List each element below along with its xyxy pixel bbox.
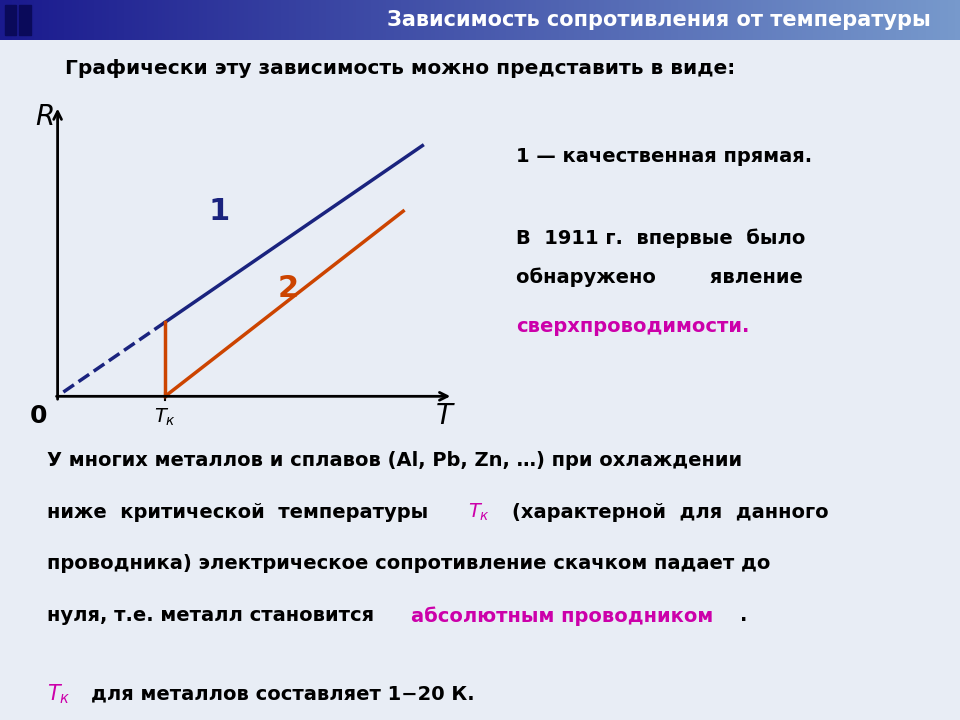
Text: 1: 1 (208, 197, 229, 225)
Text: В  1911 г.  впервые  было: В 1911 г. впервые было (516, 228, 805, 248)
Text: Графически эту зависимость можно представить в виде:: Графически эту зависимость можно предста… (65, 60, 735, 78)
Text: проводника) электрическое сопротивление скачком падает до: проводника) электрическое сопротивление … (47, 554, 771, 573)
Text: для металлов составляет 1−20 К.: для металлов составляет 1−20 К. (91, 684, 474, 703)
Text: $T_к$: $T_к$ (468, 501, 490, 523)
Text: нуля, т.е. металл становится: нуля, т.е. металл становится (47, 606, 381, 626)
Text: 1 — качественная прямая.: 1 — качественная прямая. (516, 147, 812, 166)
Text: У многих металлов и сплавов (Al, Pb, Zn, …) при охлаждении: У многих металлов и сплавов (Al, Pb, Zn,… (47, 451, 742, 469)
Text: (характерной  для  данного: (характерной для данного (513, 503, 828, 521)
Text: ниже  критической  температуры: ниже критической температуры (47, 503, 443, 521)
Text: абсолютным проводником: абсолютным проводником (411, 606, 713, 626)
Text: 2: 2 (277, 274, 299, 302)
Text: $T$: $T$ (435, 402, 456, 431)
Text: $R$: $R$ (35, 103, 54, 131)
Text: $T_к$: $T_к$ (47, 682, 71, 706)
Text: 0: 0 (30, 404, 47, 428)
Text: Зависимость сопротивления от температуры: Зависимость сопротивления от температуры (387, 10, 931, 30)
Bar (5, 5, 16, 35)
Bar (19, 5, 31, 35)
Text: сверхпроводимости.: сверхпроводимости. (516, 317, 750, 336)
Text: .: . (740, 606, 748, 626)
Text: $T_к$: $T_к$ (155, 407, 176, 428)
Text: обнаружено        явление: обнаружено явление (516, 268, 803, 287)
